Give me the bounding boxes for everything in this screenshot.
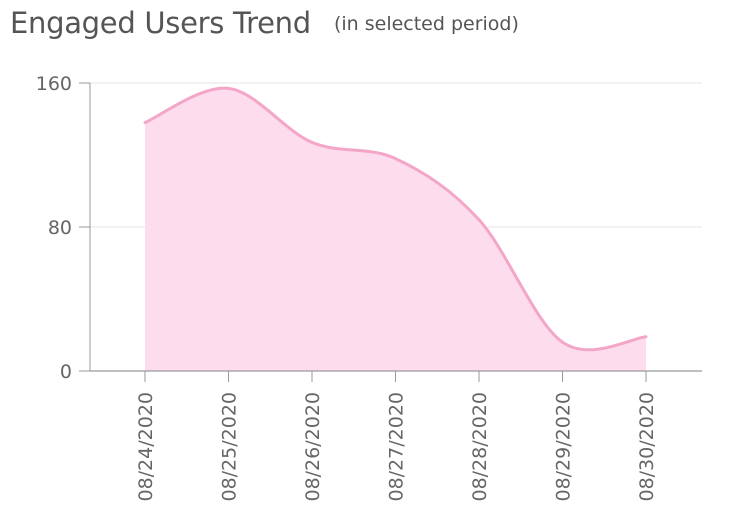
x-axis-ticks: 08/24/2020 08/25/2020 08/26/2020 08/27/2020…	[135, 371, 658, 502]
y-tick-label: 0	[60, 361, 72, 383]
x-tick-label: 08/26/2020	[302, 392, 324, 502]
x-tick-label: 08/29/2020	[553, 392, 575, 502]
y-tick-label: 80	[48, 217, 72, 239]
area-series	[143, 86, 648, 371]
chart-title: Engaged Users Trend	[10, 6, 311, 40]
y-tick-label: 160	[36, 73, 72, 95]
x-tick-label: 08/25/2020	[219, 392, 241, 502]
x-tick-label: 08/24/2020	[135, 392, 157, 502]
series-line	[143, 86, 648, 352]
y-axis-ticks: 0 80 160	[36, 73, 90, 383]
x-tick-label: 08/28/2020	[469, 392, 491, 502]
x-tick-label: 08/30/2020	[636, 392, 658, 502]
chart-subtitle: (in selected period)	[333, 13, 519, 35]
x-tick-label: 08/27/2020	[386, 392, 408, 502]
area-fill	[145, 88, 646, 371]
chart-header: Engaged Users Trend (in selected period)	[10, 6, 519, 40]
